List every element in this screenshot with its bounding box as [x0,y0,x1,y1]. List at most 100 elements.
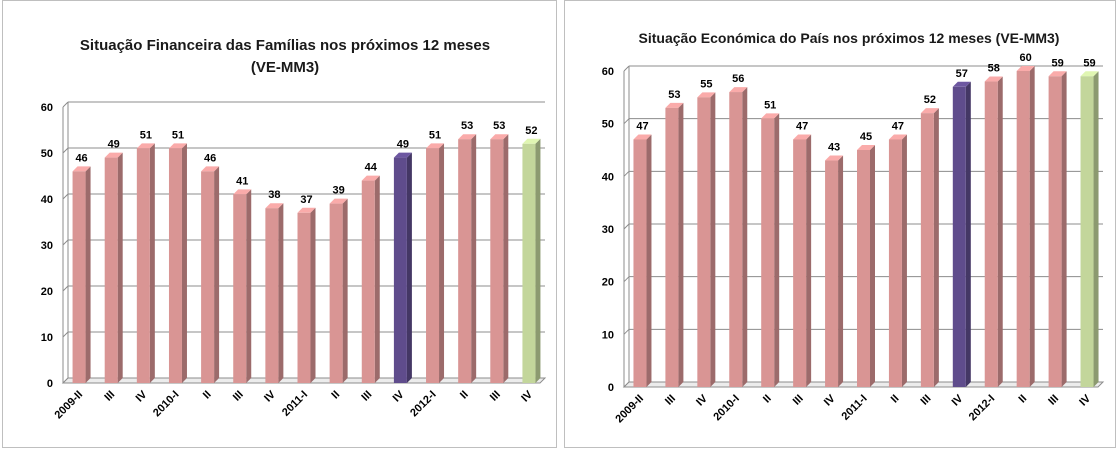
bar [490,139,504,383]
bar-top [329,198,348,204]
x-tick-label: II [458,389,471,402]
bar-side [406,152,412,383]
chart-panel-pais: Situação Económica do País nos próximos … [564,0,1116,448]
x-tick-label: 2009-II [613,393,646,426]
bar-side [503,134,509,383]
bar-top [297,207,316,213]
bar-top [201,166,220,172]
bar-side [181,143,187,383]
y-tick-label: 50 [41,148,53,160]
data-label: 52 [525,125,537,137]
bar-side [933,108,939,387]
data-label: 59 [1051,57,1063,69]
bar [793,139,807,387]
bar-side [310,207,316,383]
bar-top [857,145,875,150]
data-label: 51 [429,129,441,141]
y-tick-label: 0 [47,378,53,390]
bar-top [952,81,971,87]
y-tick-label: 50 [602,119,614,131]
bar-top [522,138,541,144]
bar-side [806,134,812,387]
y-tick-label: 30 [602,224,614,236]
x-tick-label: III [663,393,678,408]
data-label: 53 [461,120,473,132]
bar-top [458,134,477,140]
gridline-side [623,65,630,72]
bar-top [665,102,684,108]
gridline-side [62,101,69,108]
data-label: 46 [75,152,87,164]
data-label: 43 [828,142,840,154]
bar-side [149,143,155,383]
bar [458,139,472,383]
data-label: 58 [988,63,1000,75]
bar-side [901,134,907,387]
data-label: 45 [860,131,872,143]
bar [1016,71,1030,387]
x-tick-label: 2011-I [840,393,870,423]
bar-top [1016,66,1035,71]
data-label: 53 [668,89,680,101]
bar [361,180,375,383]
bar [265,208,279,383]
chart-title: Situação Económica do País nos próximos … [639,30,1060,46]
y-tick-label: 10 [602,329,614,341]
x-tick-label: 2010-I [151,389,182,420]
bar [1080,76,1094,388]
bar-side [85,166,91,383]
bar-top [72,166,91,172]
bar [697,97,711,387]
y-tick-label: 40 [602,171,614,183]
y-tick-label: 30 [41,240,53,252]
bar [920,113,934,387]
bar-top [136,143,155,149]
chart-title: Situação Financeira das Famílias nos pró… [80,37,490,54]
bar [297,212,311,383]
data-label: 51 [140,129,152,141]
gridline-side [623,170,630,177]
data-label: 57 [956,68,968,80]
x-tick-label: 2011-I [280,389,310,419]
gridline-side [62,285,69,292]
bar [633,139,647,387]
bar-side [1061,71,1067,388]
data-label: 56 [732,73,744,85]
y-tick-label: 20 [41,286,53,298]
bar-top [984,76,1003,82]
bar-side [439,143,445,383]
data-label: 46 [204,152,216,164]
data-label: 51 [764,99,776,111]
x-tick-label: IV [950,392,966,408]
x-tick-label: III [102,389,117,404]
x-tick-label: II [889,393,902,406]
bar [136,148,150,383]
bar-top [825,155,844,161]
x-tick-label: 2009-II [52,389,85,422]
bar [426,148,440,383]
bar [825,160,839,387]
gridline-side [62,331,69,338]
data-label: 47 [636,120,648,132]
bar-top [393,152,412,158]
data-label: 59 [1083,57,1095,69]
gridline-side [623,223,630,230]
bar-side [997,76,1003,388]
x-tick-label: II [1016,393,1029,406]
bar-side [278,203,284,383]
x-tick-label: II [329,389,342,402]
bar [665,107,679,387]
bar-side [774,113,780,388]
bar [233,194,247,383]
bar-top [633,134,652,140]
bar [1048,76,1062,388]
y-tick-label: 40 [41,194,53,206]
bar [888,139,902,387]
bar-side [742,87,748,388]
bar-side [1093,71,1099,388]
data-label: 39 [333,185,345,197]
bar-top [697,92,716,98]
bar-top [1080,71,1099,77]
data-label: 49 [108,139,120,151]
bar-side [870,145,875,387]
